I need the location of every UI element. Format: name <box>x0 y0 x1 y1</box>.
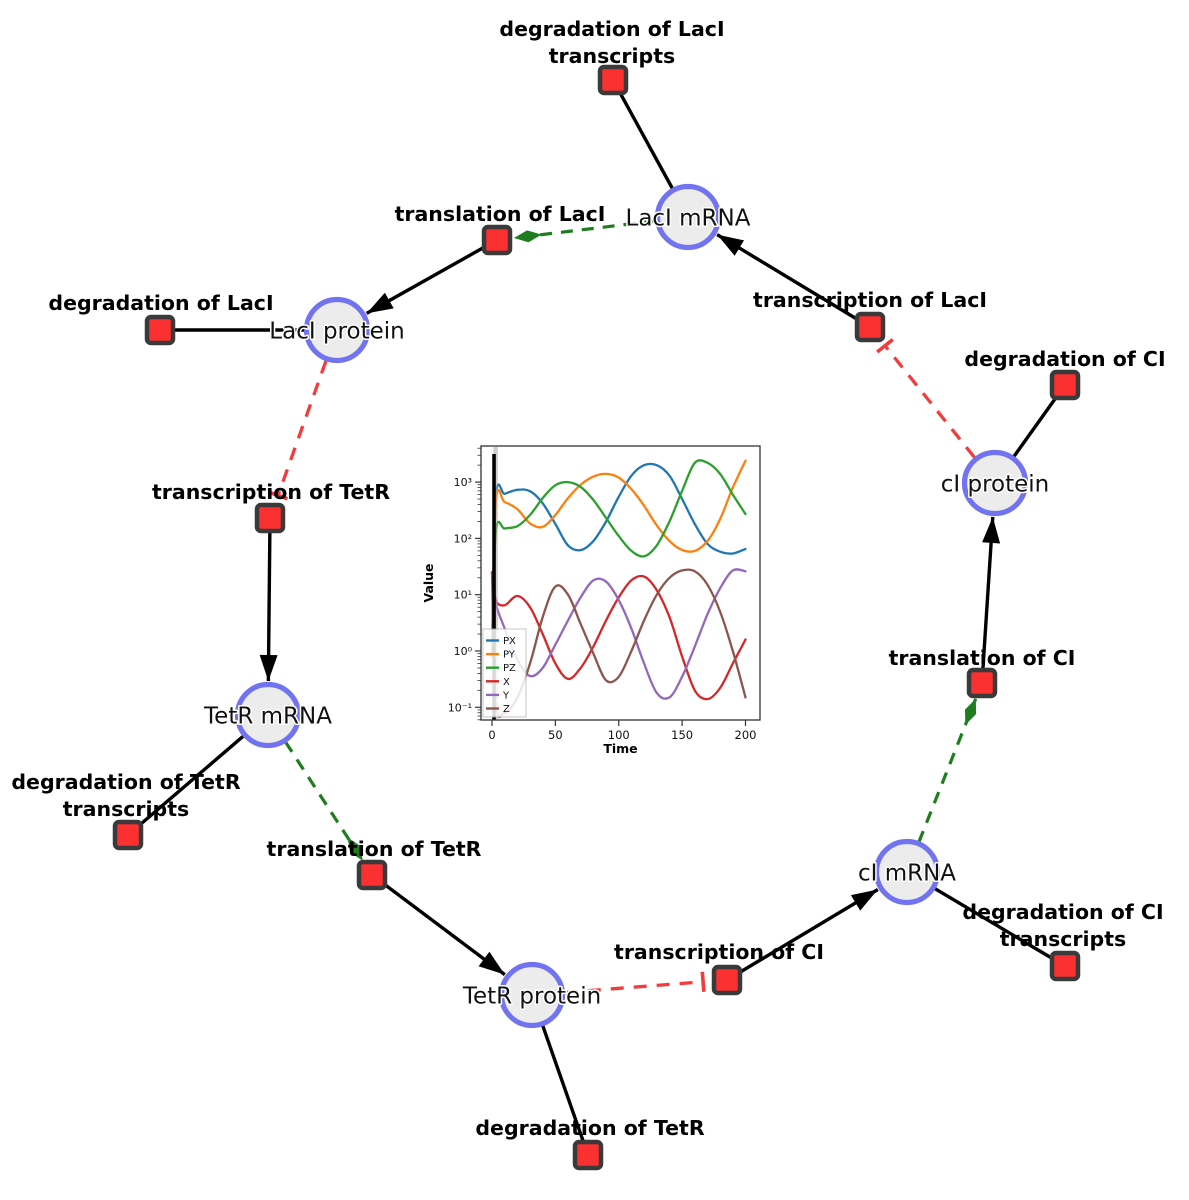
reaction-label-deg_laci: degradation of LacI <box>48 291 273 315</box>
reaction-label-transl_ci: translation of CI <box>889 646 1076 670</box>
chart-x-axis-label: Time <box>603 741 637 756</box>
reaction-label-tc_ci: transcription of CI <box>614 940 824 964</box>
chart-x-tick-label: 200 <box>735 728 757 742</box>
chart-legend-box <box>482 628 527 718</box>
legend-label-X: X <box>503 677 510 688</box>
legend-label-Y: Y <box>502 690 510 701</box>
legend-label-PZ: PZ <box>503 663 516 674</box>
legend-label-Z: Z <box>503 704 510 715</box>
reaction-label-deg_tetr: degradation of TetR <box>475 1116 704 1140</box>
reaction-node-deg_laci_tx[interactable] <box>597 64 629 96</box>
chart-series-X <box>490 571 747 701</box>
species-label-ci_protein: cI protein <box>941 472 1050 498</box>
edge-production-transl_laci-laci_protein <box>365 238 498 315</box>
inset-chart: 10³ 10² 10¹ 10⁰ 10⁻¹ 0 50 100 150 200 PX PY PZ XYZ Tim… <box>421 445 761 756</box>
chart-series-PZ <box>490 459 747 658</box>
chart-series-layer <box>490 447 747 720</box>
edge-production-transl_tetr-tetr_protein <box>370 873 506 976</box>
reaction-node-tc_tetr[interactable] <box>254 502 286 534</box>
chart-legend: PX PY PZ XYZ <box>482 628 527 718</box>
reaction-node-deg_ci[interactable] <box>1049 369 1081 401</box>
reaction-node-deg_tetr_tx[interactable] <box>112 819 144 851</box>
reaction-node-transl_ci[interactable] <box>966 667 998 699</box>
reaction-node-deg_laci[interactable] <box>144 314 176 346</box>
reaction-label-deg_laci_tx: degradation of LacI <box>499 17 724 41</box>
chart-y-axis-label: Value <box>421 563 436 602</box>
species-node-tetr_protein[interactable] <box>498 961 566 1029</box>
reaction-label-deg_tetr_tx-line2: transcripts <box>63 797 190 821</box>
reaction-label-deg_ci_tx: degradation of CI <box>962 900 1163 924</box>
chart-x-tick-label: 0 <box>488 728 495 742</box>
edge-inhibition-ci_protein-tc_laci <box>876 338 976 459</box>
reaction-label-deg_tetr_tx: degradation of TetR <box>11 770 240 794</box>
edge-catalysis-tetr_mrna-transl_tetr <box>284 740 365 862</box>
chart-y-tick-label: 10⁰ <box>454 645 473 658</box>
reaction-node-tc_ci[interactable] <box>711 964 743 996</box>
chart-y-tick-label: 10⁻¹ <box>448 701 472 714</box>
reaction-label-tc_tetr: transcription of TetR <box>152 480 390 504</box>
reaction-node-deg_tetr[interactable] <box>572 1139 604 1171</box>
species-label-laci_mrna: LacI mRNA <box>626 206 751 232</box>
edge-production-tc_ci-ci_mrna <box>726 888 879 982</box>
edge-inhibition-tetr_protein-tc_ci <box>564 971 706 995</box>
reaction-node-tc_laci[interactable] <box>854 311 886 343</box>
legend-label-PX: PX <box>503 636 516 647</box>
chart-x-tick-label: 100 <box>608 728 630 742</box>
reaction-label-deg_ci: degradation of CI <box>964 347 1165 371</box>
reaction-label-transl_laci: translation of LacI <box>395 202 606 226</box>
labels-layer: degradation of LacI transcripts translatio… <box>11 17 1165 1140</box>
reaction-nodes-layer <box>112 64 1081 1171</box>
legend-label-PY: PY <box>503 650 516 661</box>
species-node-ci_protein[interactable] <box>961 449 1029 517</box>
species-node-laci_protein[interactable] <box>303 296 371 364</box>
chart-x-tick-label: 150 <box>671 728 693 742</box>
reaction-node-transl_tetr[interactable] <box>356 859 388 891</box>
species-label-laci_protein: LacI protein <box>269 319 404 345</box>
edge-production-tc_laci-laci_mrna <box>716 233 871 329</box>
reaction-label-deg_ci_tx-line2: transcripts <box>1000 927 1127 951</box>
reaction-node-transl_laci[interactable] <box>481 224 513 256</box>
species-nodes-layer <box>234 183 1029 1029</box>
chart-x-tick-label: 50 <box>548 728 563 742</box>
chart-y-tick-label: 10² <box>454 532 472 545</box>
chart-spines <box>480 445 761 721</box>
reaction-label-deg_laci_tx-line2: transcripts <box>549 44 676 68</box>
species-label-tetr_protein: TetR protein <box>462 984 601 1010</box>
chart-series-PY <box>490 459 747 658</box>
species-node-laci_mrna[interactable] <box>654 183 722 251</box>
reaction-label-tc_laci: transcription of LacI <box>753 288 987 312</box>
chart-y-tick-label: 10³ <box>454 476 472 489</box>
chart-series-PX <box>490 462 747 658</box>
species-node-ci_mrna[interactable] <box>873 838 941 906</box>
species-node-tetr_mrna[interactable] <box>234 681 302 749</box>
edge-catalysis-laci_mrna-transl_laci <box>513 219 657 243</box>
reaction-label-transl_tetr: translation of TetR <box>267 837 482 861</box>
species-label-tetr_mrna: TetR mRNA <box>203 704 332 730</box>
edge-catalysis-ci_mrna-transl_ci <box>917 698 978 843</box>
edge-production-transl_ci-ci_protein <box>980 516 1001 684</box>
reaction-node-deg_ci_tx[interactable] <box>1049 950 1081 982</box>
edge-production-tc_tetr-tetr_mrna <box>259 517 278 682</box>
chart-y-tick-label: 10¹ <box>454 589 472 602</box>
edge-inhibition-laci_protein-tc_tetr <box>268 360 328 501</box>
species-label-ci_mrna: cI mRNA <box>858 861 956 887</box>
